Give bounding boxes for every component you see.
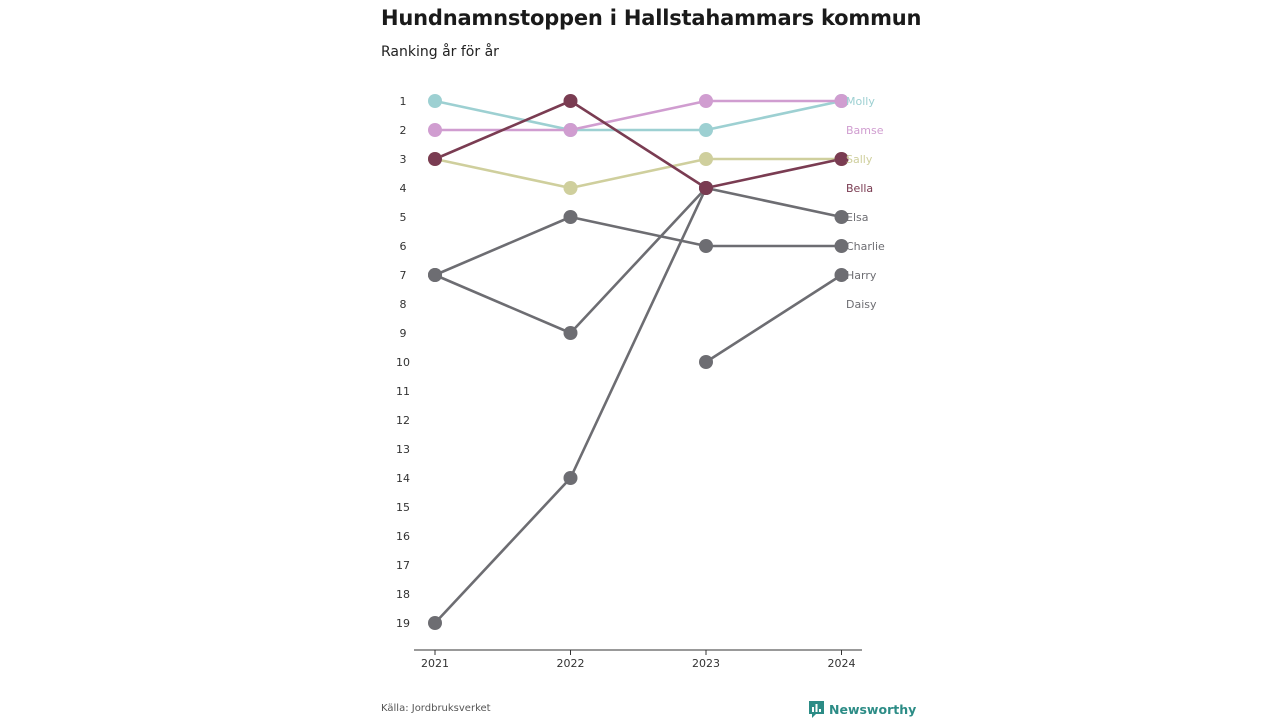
source-note: Källa: Jordbruksverket <box>381 703 491 714</box>
label-elsa: Elsa <box>846 211 868 224</box>
y-tick-label: 9 <box>400 327 407 340</box>
y-tick-label: 15 <box>396 501 410 514</box>
point-charlie <box>834 239 849 253</box>
chart-subtitle: Ranking år för år <box>381 44 499 60</box>
y-tick-label: 7 <box>400 269 407 282</box>
point-harry <box>699 355 713 369</box>
y-tick-label: 5 <box>400 211 407 224</box>
chart-title: Hundnamnstoppen i Hallstahammars kommun <box>381 6 922 30</box>
point-bella <box>563 94 578 108</box>
x-tick-label: 2023 <box>692 657 720 670</box>
label-bamse: Bamse <box>846 124 884 137</box>
point-molly <box>428 94 442 108</box>
series-line-molly <box>433 99 843 132</box>
label-charlie: Charlie <box>846 240 885 253</box>
series-line-sally <box>433 157 843 190</box>
series-points <box>428 94 849 630</box>
y-tick-label: 11 <box>396 385 410 398</box>
y-tick-label: 10 <box>396 356 410 369</box>
point-bella <box>834 152 849 166</box>
point-sally <box>563 181 578 195</box>
x-axis: 2021 2022 2023 2024 <box>414 649 862 670</box>
point-bamse <box>834 94 849 108</box>
series-end-labels: Molly Bamse Sally Bella Elsa Charlie Harry Dais… <box>846 95 885 311</box>
x-tick-label: 2022 <box>557 657 585 670</box>
series-line-harry <box>704 273 843 364</box>
point-bella <box>699 181 713 195</box>
y-tick-label: 13 <box>396 443 410 456</box>
point-sally <box>699 152 713 166</box>
point-elsa <box>428 268 442 282</box>
y-tick-label: 6 <box>400 240 407 253</box>
point-bella <box>428 152 442 166</box>
brand-name: Newsworthy <box>829 702 917 717</box>
y-tick-label: 3 <box>400 153 407 166</box>
x-tick-label: 2024 <box>828 657 856 670</box>
y-tick-label: 4 <box>400 182 407 195</box>
series-line-daisy <box>433 186 843 625</box>
label-daisy: Daisy <box>846 298 877 311</box>
series-line-bamse <box>433 99 843 132</box>
y-tick-label: 14 <box>396 472 410 485</box>
y-tick-label: 16 <box>396 530 410 543</box>
label-harry: Harry <box>846 269 877 282</box>
series-line-elsa <box>433 186 708 335</box>
newsworthy-icon <box>809 701 824 718</box>
point-bamse <box>563 123 578 137</box>
y-tick-label: 17 <box>396 559 410 572</box>
y-tick-label: 12 <box>396 414 410 427</box>
point-daisy <box>563 471 578 485</box>
label-molly: Molly <box>846 95 875 108</box>
point-bamse <box>428 123 442 137</box>
brand-logo[interactable]: Newsworthy <box>809 701 916 718</box>
point-molly <box>699 123 713 137</box>
label-sally: Sally <box>846 153 873 166</box>
series-line-bella <box>433 99 843 190</box>
series-lines <box>433 99 843 625</box>
x-tick-label: 2021 <box>421 657 449 670</box>
point-charlie <box>699 239 713 253</box>
point-elsa <box>563 326 578 340</box>
y-tick-label: 8 <box>400 298 407 311</box>
point-charlie <box>563 210 578 224</box>
point-daisy <box>428 616 442 630</box>
series-line-charlie <box>433 215 843 277</box>
point-bamse <box>699 94 713 108</box>
point-harry <box>834 268 849 282</box>
label-bella: Bella <box>846 182 873 195</box>
y-tick-label: 18 <box>396 588 410 601</box>
y-tick-label: 19 <box>396 617 410 630</box>
y-tick-label: 2 <box>400 124 407 137</box>
point-daisy <box>834 210 849 224</box>
y-tick-label: 1 <box>400 95 407 108</box>
